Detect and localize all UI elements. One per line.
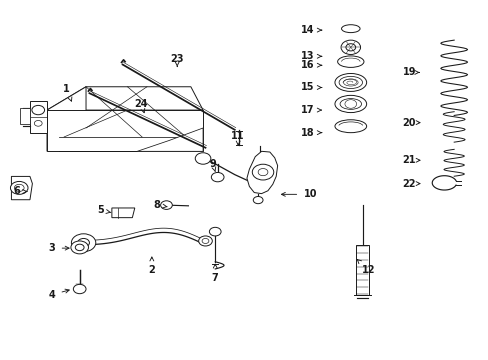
- Polygon shape: [11, 176, 32, 200]
- Circle shape: [198, 236, 212, 246]
- Ellipse shape: [334, 120, 366, 133]
- Text: 15: 15: [301, 82, 321, 93]
- Circle shape: [209, 227, 221, 236]
- Circle shape: [340, 40, 360, 54]
- Text: 13: 13: [301, 51, 321, 61]
- Text: 24: 24: [134, 99, 147, 113]
- Circle shape: [32, 105, 44, 115]
- Text: 18: 18: [301, 128, 321, 138]
- Circle shape: [195, 153, 210, 164]
- Polygon shape: [47, 87, 86, 151]
- Text: 6: 6: [13, 186, 27, 197]
- Text: 9: 9: [209, 159, 216, 172]
- Text: 5: 5: [97, 206, 111, 216]
- Text: 22: 22: [402, 179, 419, 189]
- Text: 21: 21: [402, 155, 419, 165]
- Circle shape: [71, 234, 96, 252]
- Text: 4: 4: [48, 289, 69, 300]
- Circle shape: [160, 201, 172, 210]
- Polygon shape: [30, 101, 47, 134]
- Circle shape: [73, 284, 86, 294]
- Polygon shape: [20, 108, 30, 125]
- Text: 12: 12: [357, 260, 375, 275]
- Text: 2: 2: [148, 257, 155, 275]
- Text: 3: 3: [48, 243, 69, 253]
- Polygon shape: [246, 151, 277, 194]
- Polygon shape: [47, 110, 203, 151]
- Ellipse shape: [341, 25, 359, 33]
- Text: 8: 8: [153, 200, 167, 210]
- Polygon shape: [112, 208, 135, 218]
- Polygon shape: [47, 87, 203, 110]
- Ellipse shape: [334, 73, 366, 91]
- FancyBboxPatch shape: [355, 244, 368, 296]
- Text: 7: 7: [211, 264, 218, 283]
- Circle shape: [10, 181, 28, 194]
- Text: 17: 17: [301, 105, 321, 115]
- Ellipse shape: [337, 56, 363, 67]
- Polygon shape: [137, 128, 203, 151]
- Ellipse shape: [334, 95, 366, 113]
- Text: 1: 1: [63, 84, 72, 101]
- Circle shape: [253, 197, 263, 204]
- Text: 11: 11: [231, 131, 244, 145]
- Circle shape: [211, 172, 224, 182]
- Text: 14: 14: [301, 25, 321, 35]
- Text: 16: 16: [301, 60, 321, 70]
- Text: 19: 19: [402, 67, 418, 77]
- Text: 10: 10: [281, 189, 316, 199]
- Circle shape: [71, 241, 88, 254]
- Text: 20: 20: [402, 118, 419, 128]
- Text: 23: 23: [170, 54, 183, 67]
